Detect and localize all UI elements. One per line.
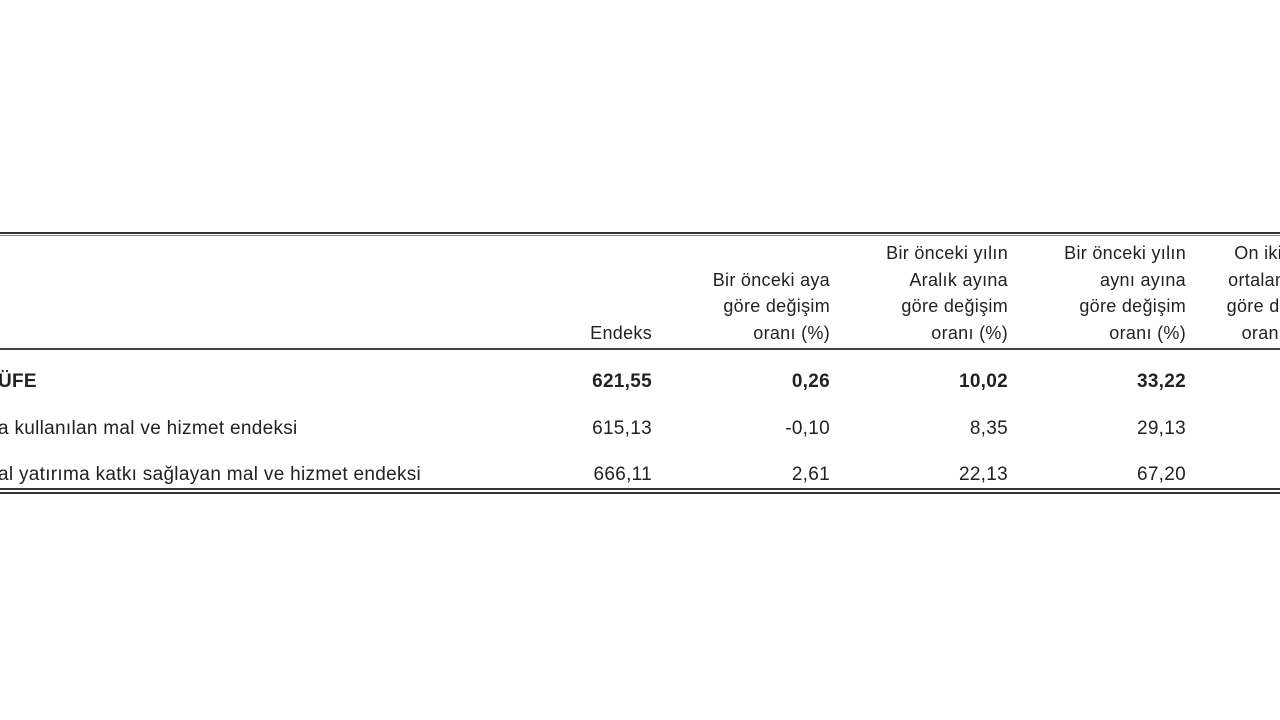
header-line: göre değişim <box>1079 296 1186 316</box>
cell-december-change: 10,02 <box>958 371 1008 392</box>
header-annual-change: Bir önceki yılın aynı ayına göre değişim… <box>1006 240 1186 346</box>
header-line: oranı (%) <box>1241 322 1280 343</box>
cell-annual-change: 33,22 <box>1136 371 1186 392</box>
header-line: göre değişim <box>901 296 1008 316</box>
header-line: Aralık ayına <box>909 269 1008 290</box>
header-rule <box>0 348 1280 350</box>
header-line: aynı ayına <box>1099 269 1186 290</box>
cell-december-change: 8,35 <box>969 418 1008 439</box>
cell-annual-change: 29,13 <box>1136 418 1186 439</box>
header-line: ortalamalara <box>1228 269 1280 290</box>
cell-monthly-change: 0,26 <box>791 371 830 392</box>
header-line: oranı (%) <box>753 322 830 343</box>
table-row: al yatırıma katkı sağlayan mal ve hizmet… <box>0 452 1280 494</box>
row-label: ÜFE <box>0 371 37 392</box>
header-endeks: Endeks <box>480 240 652 346</box>
cell-endeks: 621,55 <box>592 371 652 392</box>
header-line: Bir önceki yılın <box>886 243 1008 263</box>
cell-endeks: 615,13 <box>592 418 652 439</box>
row-label: al yatırıma katkı sağlayan mal ve hizmet… <box>0 464 422 485</box>
table-bottom-rule <box>0 488 1280 490</box>
header-line: oranı (%) <box>1109 322 1186 343</box>
header-december-change: Bir önceki yılın Aralık ayına göre değiş… <box>828 240 1008 346</box>
header-twelve-month-average-change: On iki aylık ortalamalara göre değişim o… <box>1205 240 1280 346</box>
header-line: göre değişim <box>1226 296 1280 316</box>
cell-annual-change: 67,20 <box>1136 464 1186 485</box>
cell-endeks: 666,11 <box>593 464 652 485</box>
cell-monthly-change: -0,10 <box>785 418 830 439</box>
header-line: Bir önceki yılın <box>1064 243 1186 263</box>
price-index-table: Endeks Bir önceki aya göre değişim oranı… <box>0 232 1280 494</box>
header-line: Bir önceki aya <box>712 269 830 290</box>
cell-monthly-change: 2,61 <box>791 464 830 485</box>
header-monthly-change: Bir önceki aya göre değişim oranı (%) <box>650 240 830 346</box>
table-top-rule <box>0 232 1280 234</box>
header-line: oranı (%) <box>931 322 1008 343</box>
row-label: a kullanılan mal ve hizmet endeksi <box>0 418 298 439</box>
table-bottom-rule-outer <box>0 492 1280 494</box>
header-line: On iki aylık <box>1234 243 1280 263</box>
table-row: a kullanılan mal ve hizmet endeksi 615,1… <box>0 406 1280 452</box>
header-line: Endeks <box>590 322 652 343</box>
table-row: ÜFE 621,55 0,26 10,02 33,22 <box>0 359 1280 405</box>
table-top-rule-inner <box>0 235 1280 236</box>
cell-december-change: 22,13 <box>958 464 1008 485</box>
header-line: göre değişim <box>723 296 830 316</box>
